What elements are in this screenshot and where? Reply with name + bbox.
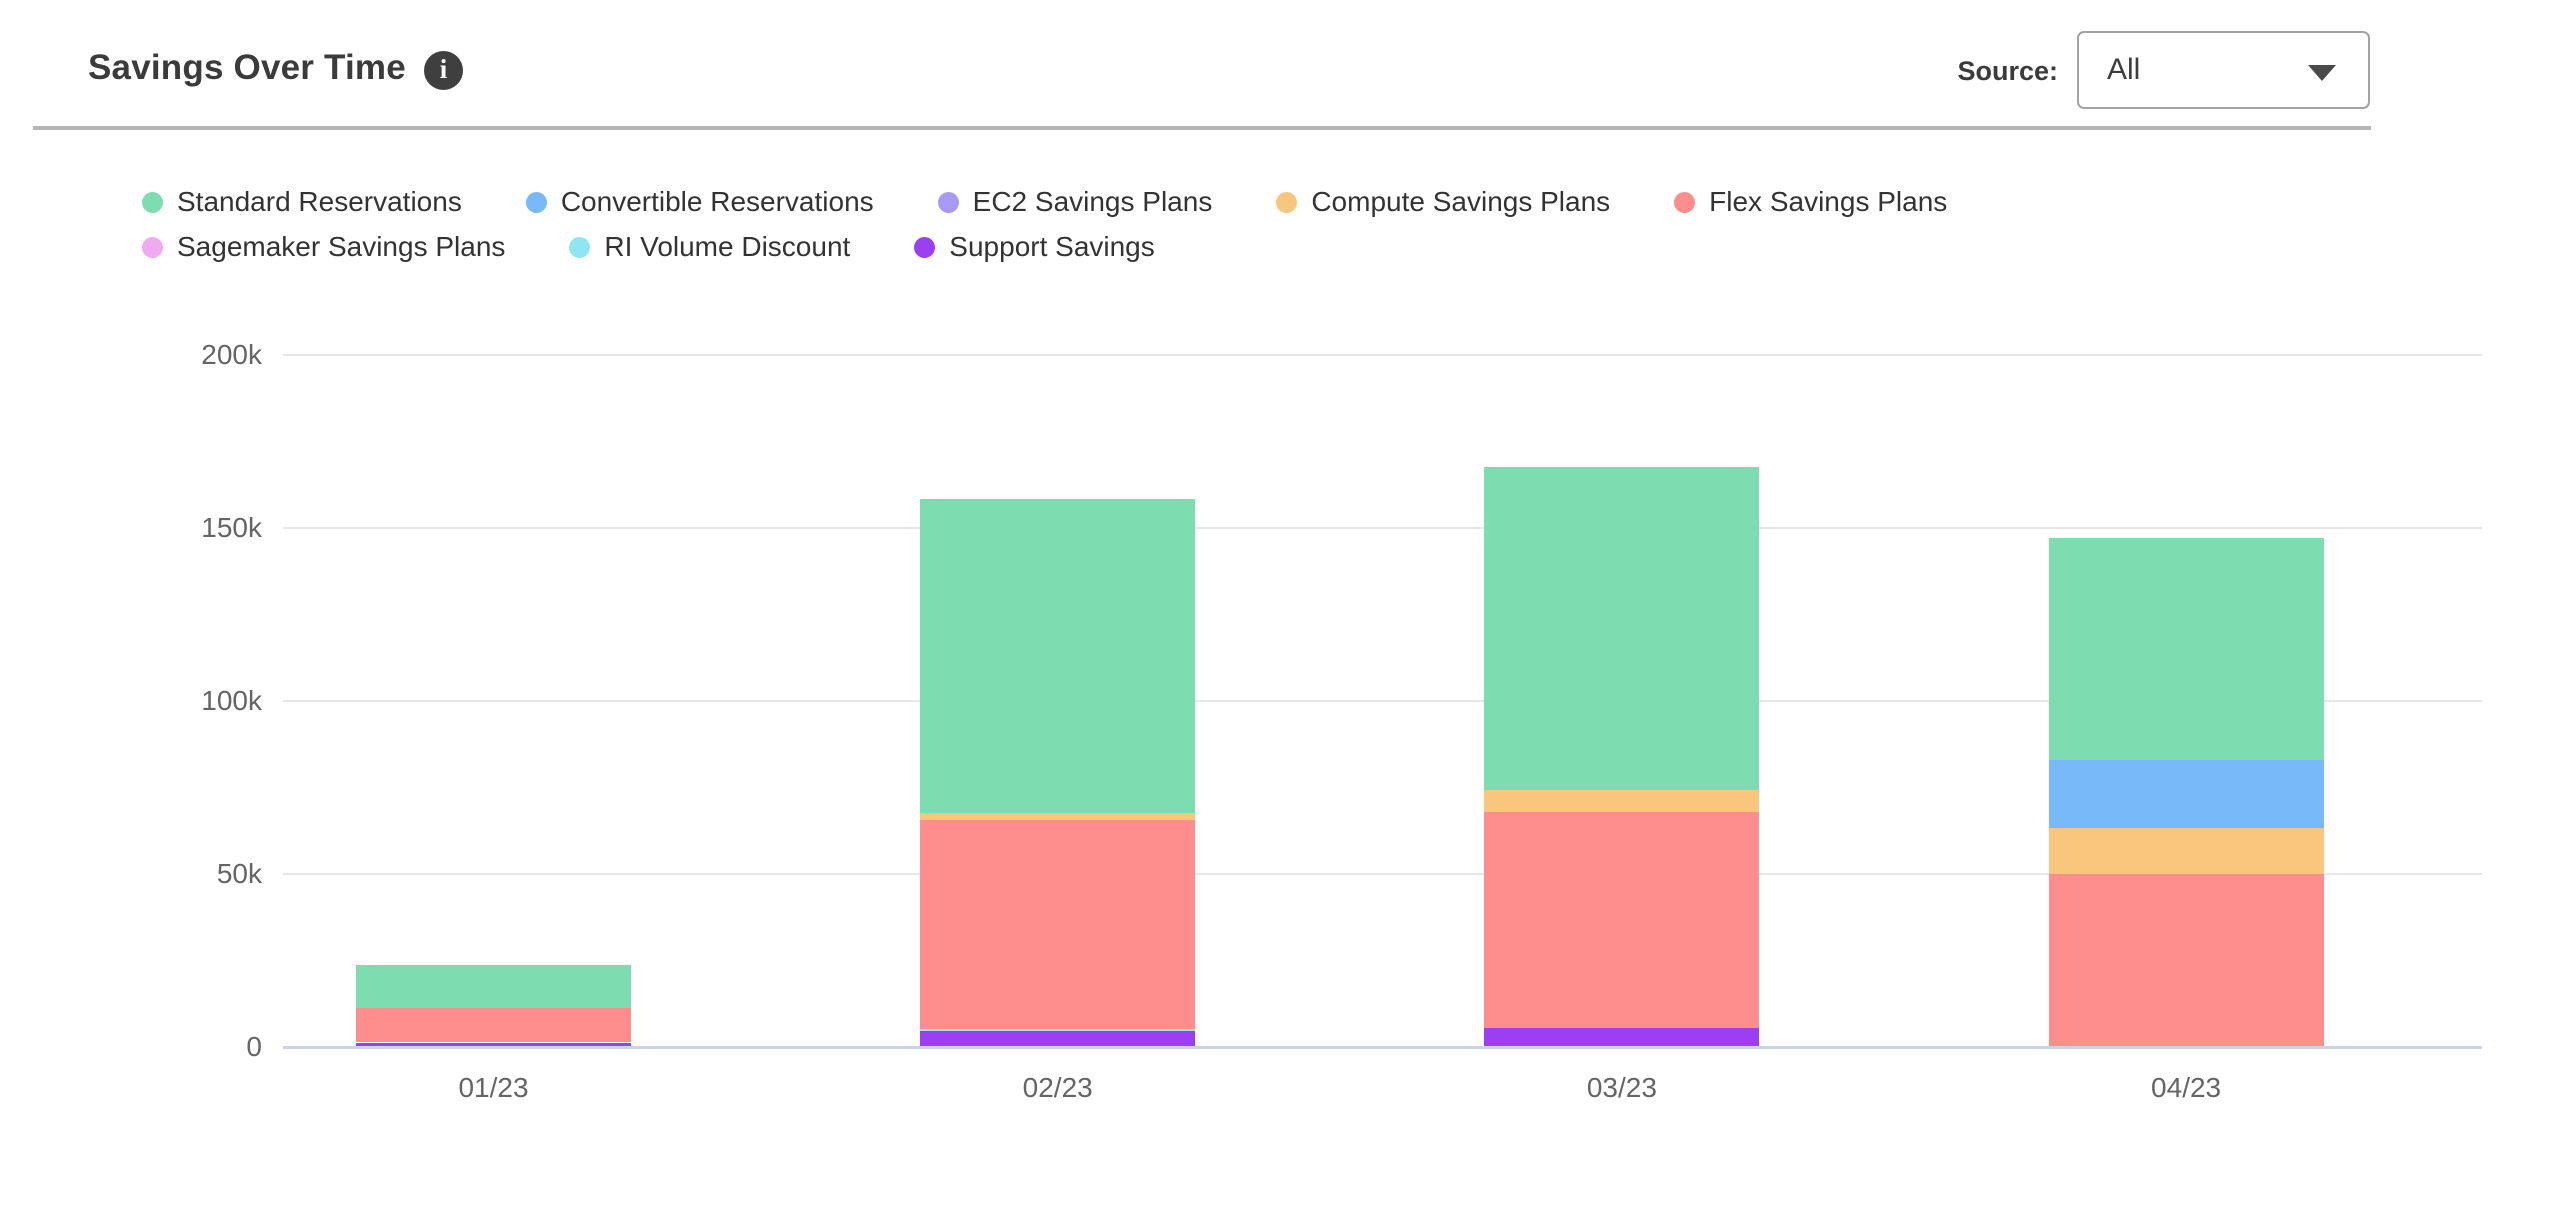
y-axis-label: 150k [201,512,262,543]
bar-segment[interactable] [920,1029,1196,1032]
bar-segment[interactable] [356,965,631,1008]
bar-segment[interactable] [1484,812,1760,1029]
bar-segment[interactable] [920,812,1196,821]
gridline [283,527,2482,529]
legend-label: RI Volume Discount [604,231,851,262]
y-axis-label: 200k [201,339,262,370]
legend-label: Sagemaker Savings Plans [177,231,506,262]
legend-swatch-icon [142,191,163,213]
legend-label: Compute Savings Plans [1311,186,1611,217]
x-axis-label: 03/23 [1586,1072,1657,1103]
gridline [283,354,2482,356]
header-divider [33,126,2371,130]
legend-swatch-icon [937,191,959,213]
gridline [283,873,2482,875]
legend-swatch-icon [569,236,591,258]
legend-label: Flex Savings Plans [1709,186,1948,217]
legend-item[interactable]: EC2 Savings Plans [937,186,1213,218]
bar-segment[interactable] [1484,1028,1760,1047]
info-icon[interactable]: i [424,51,463,90]
gridline [283,700,2482,702]
source-label: Source: [1957,56,2058,86]
y-axis-label: 100k [201,685,262,716]
bar-segment[interactable] [356,1042,631,1047]
source-select-value: All [2107,53,2141,86]
legend-item[interactable]: Flex Savings Plans [1674,186,1947,218]
page-title: Savings Over Time [88,48,406,87]
y-axis-label: 50k [216,858,262,889]
legend-row: Standard Reservations Convertible Reserva… [142,186,2422,218]
x-axis-label: 04/23 [2151,1072,2222,1103]
bar-segment[interactable] [2048,874,2324,1047]
legend-item[interactable]: Compute Savings Plans [1276,186,1610,218]
legend-item[interactable]: Support Savings [914,231,1155,263]
legend-swatch-icon [1276,191,1298,213]
source-select[interactable]: All [2077,31,2370,109]
chart-legend: Standard Reservations Convertible Reserva… [142,186,2422,263]
bar-segment[interactable] [2048,538,2324,761]
legend-item[interactable]: Convertible Reservations [525,186,874,218]
bar-segment[interactable] [1484,467,1760,791]
bar-segment[interactable] [2048,760,2324,828]
bar-segment[interactable] [356,1007,631,1043]
legend-row: Sagemaker Savings Plans RI Volume Discoun… [142,231,2422,263]
legend-label: Support Savings [949,231,1155,262]
legend-item[interactable]: RI Volume Discount [569,231,850,263]
bar-segment[interactable] [920,820,1196,1029]
bar-segment[interactable] [2048,827,2324,875]
bar-segment[interactable] [1484,790,1760,813]
legend-label: Convertible Reservations [560,186,874,217]
legend-swatch-icon [142,236,163,258]
y-axis-label: 0 [246,1031,262,1062]
legend-label: EC2 Savings Plans [972,186,1213,217]
bar-segment[interactable] [920,1031,1196,1047]
bar-segment[interactable] [920,499,1196,813]
legend-swatch-icon [525,191,547,213]
info-icon-glyph: i [439,54,448,84]
legend-item[interactable]: Standard Reservations [142,186,462,218]
x-axis-line [283,1046,2482,1049]
legend-label: Standard Reservations [177,186,462,217]
legend-swatch-icon [1674,191,1696,213]
legend-swatch-icon [914,236,936,258]
x-axis-label: 01/23 [458,1072,529,1103]
x-axis-label: 02/23 [1022,1072,1093,1103]
chevron-down-icon [2308,65,2336,81]
legend-item[interactable]: Sagemaker Savings Plans [142,231,505,263]
